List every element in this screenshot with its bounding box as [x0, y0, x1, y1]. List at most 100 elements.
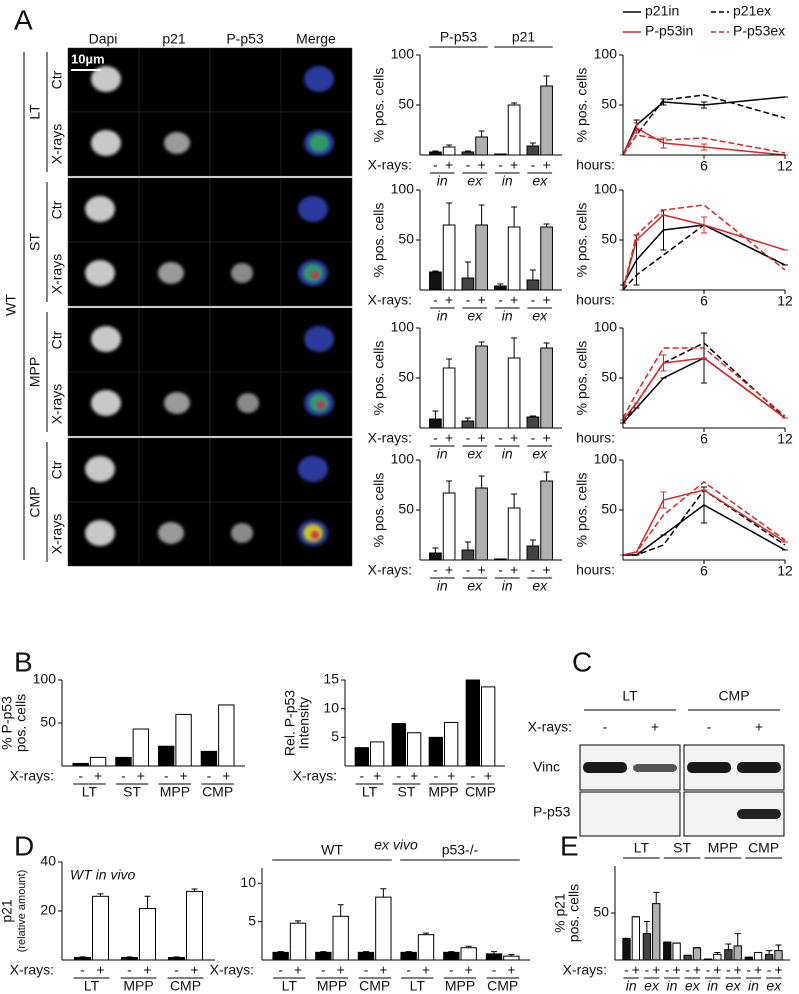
y-tick-label: 100	[391, 181, 415, 197]
x-tick-label: -	[207, 768, 212, 784]
panel-label: E	[560, 830, 579, 861]
bar	[175, 713, 192, 767]
x-tick-label: +	[693, 962, 701, 978]
group-label: p53-/-	[442, 842, 479, 858]
y-tick-label: 50	[40, 714, 56, 730]
x-tick-label: -	[624, 962, 629, 978]
bar	[475, 487, 488, 561]
y-tick-label: 10	[240, 874, 256, 890]
panel-label: D	[14, 830, 34, 861]
bar	[115, 756, 132, 767]
y-tick-label: 100	[594, 181, 618, 197]
error-bar	[543, 75, 550, 86]
condition-label: Ctr	[49, 330, 65, 349]
x-axis-label: X-rays:	[563, 962, 607, 978]
nucleus	[158, 522, 184, 544]
bar	[672, 942, 681, 961]
error-bar	[432, 270, 439, 272]
x-tick-label: +	[632, 962, 640, 978]
group-label: ex	[532, 578, 548, 594]
x-tick-label: -	[466, 562, 471, 578]
group-label: in	[502, 578, 513, 594]
x-tick-label: +	[543, 292, 551, 308]
x-tick-label: +	[143, 962, 151, 978]
micrograph	[209, 307, 282, 373]
y-tick-label: 50	[601, 231, 617, 247]
error-bar	[633, 122, 640, 134]
group-label: MPP	[123, 978, 153, 994]
x-tick-label: -	[78, 768, 83, 784]
bar	[764, 953, 774, 961]
x-tick-label: +	[543, 430, 551, 446]
bar	[400, 951, 417, 961]
y-axis-label: % pos. cells	[574, 68, 590, 143]
column-header: P-p53	[226, 31, 264, 47]
x-tick-label: +	[222, 768, 230, 784]
y-axis-label: % pos. cells	[371, 473, 387, 548]
group-label: CMP	[748, 840, 779, 856]
y-tick-label: 100	[33, 671, 57, 687]
nucleus	[85, 456, 115, 482]
bar	[475, 345, 488, 429]
error-bar	[511, 102, 518, 105]
bar	[391, 723, 406, 767]
x-tick-label: +	[379, 962, 387, 978]
condition-label: X-rays	[49, 254, 65, 294]
bar	[429, 271, 442, 291]
x-tick-label: +	[510, 292, 518, 308]
x-tick-label: +	[478, 292, 486, 308]
y-axis-label: % pos. cells	[371, 68, 387, 143]
error-bar	[478, 341, 485, 346]
error-bar	[97, 893, 104, 897]
x-tick-label: +	[673, 962, 681, 978]
x-tick-label: +	[754, 962, 762, 978]
error-bar	[725, 943, 732, 950]
error-bar	[529, 539, 536, 546]
y-axis-label: % pos. cells	[371, 341, 387, 416]
error-bar	[701, 486, 707, 524]
band-label: Vinc	[533, 759, 560, 775]
y-tick-label: 100	[391, 451, 415, 467]
error-bar	[405, 951, 412, 953]
x-tick-label: -	[498, 157, 503, 173]
y-axis-label: % pos. cells	[574, 473, 590, 548]
signal	[311, 531, 319, 539]
x-tick-label: -	[321, 962, 326, 978]
group-label: MPP	[708, 840, 738, 856]
bar	[460, 947, 477, 961]
nucleus	[231, 263, 253, 283]
error-bar	[529, 142, 536, 146]
error-bar	[653, 891, 660, 904]
band	[583, 762, 627, 773]
x-tick-label: 6	[700, 158, 708, 174]
x-tick-label: +	[734, 962, 742, 978]
bar	[622, 937, 631, 961]
micrograph	[138, 307, 211, 373]
group-label: ex	[467, 173, 483, 189]
error-bar	[478, 475, 485, 488]
bar	[272, 951, 289, 961]
bar	[753, 951, 763, 961]
group-label: MPP	[445, 978, 475, 994]
group-label: in	[437, 173, 448, 189]
error-bar	[497, 283, 504, 286]
x-tick-label: -	[433, 292, 438, 308]
x-axis-label: hours:	[576, 157, 615, 173]
x-tick-label: -	[531, 157, 536, 173]
y-tick-label: 50	[398, 231, 414, 247]
condition-label: Ctr	[49, 70, 65, 89]
error-bar	[543, 471, 550, 481]
legend-label: P-p53in	[645, 23, 693, 39]
x-tick-label: +	[478, 430, 486, 446]
x-tick-label: -	[645, 962, 650, 978]
bar	[526, 145, 540, 156]
band	[737, 762, 781, 773]
bar	[157, 745, 175, 767]
error-bar	[714, 951, 721, 955]
group-label: in	[502, 308, 513, 324]
y-tick-label: 20	[40, 902, 56, 918]
band-label: P-p53	[533, 804, 571, 820]
panel-label: A	[14, 4, 33, 35]
line	[622, 94, 786, 156]
